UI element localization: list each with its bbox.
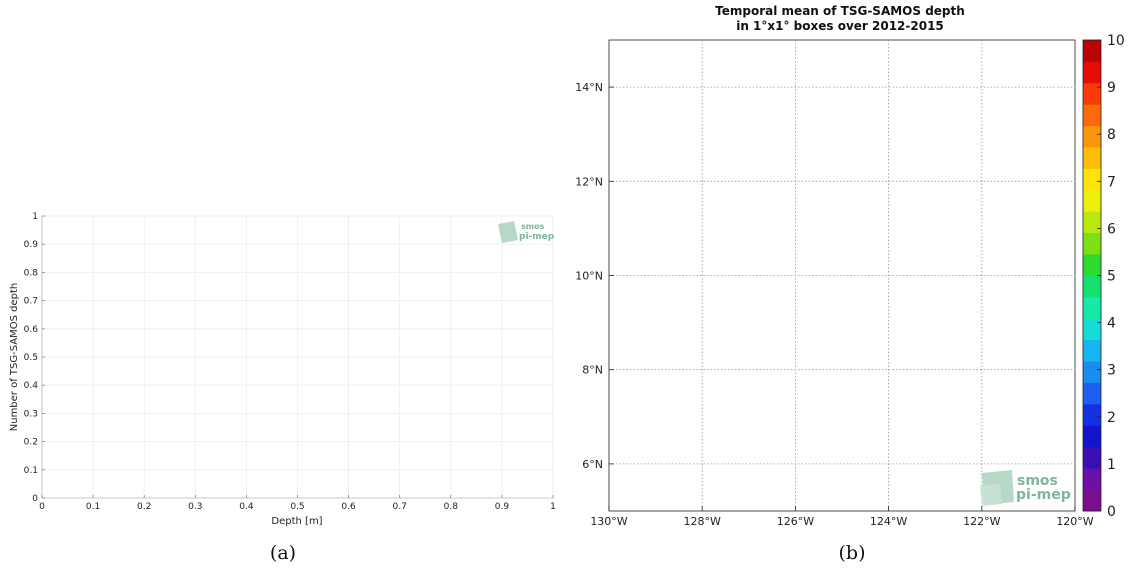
chart-b-xtick-label: 126°W	[777, 515, 814, 528]
colorbar-swatch	[1083, 318, 1101, 341]
chart-b-ticks: 130°W 128°W 126°W 124°W 122°W 120°W 6°N 8°N 10°N…	[575, 81, 1094, 528]
chart-a-logo: smos pi-mep	[498, 221, 555, 243]
chart-a-ytick-label: 0.1	[24, 466, 38, 476]
colorbar-swatch	[1083, 339, 1101, 362]
chart-b-subtitle: in 1°x1° boxes over 2012-2015	[736, 19, 944, 33]
chart-a-xtick-label: 0.4	[239, 502, 254, 512]
colorbar-swatch	[1083, 40, 1101, 62]
chart-a-xtick-label: 0.2	[137, 502, 151, 512]
chart-a-ytick-label: 0.8	[24, 268, 39, 278]
chart-a-xtick-label: 0.1	[86, 502, 100, 512]
chart-a-xtick-label: 0.5	[290, 502, 304, 512]
chart-a-logo-line2: pi-mep	[519, 232, 555, 242]
chart-b-title: Temporal mean of TSG-SAMOS depth	[715, 4, 965, 18]
chart-b-ytick-label: 10°N	[575, 270, 603, 283]
chart-a-ytick-label: 0	[32, 494, 38, 504]
chart-a-xtick-label: 0.9	[495, 502, 510, 512]
chart-b-xtick-label: 128°W	[684, 515, 721, 528]
chart-a-ytick-label: 0.4	[24, 381, 39, 391]
chart-a: 0 0.1 0.2 0.3 0.4 0.5 0.6 0.7 0.8 0.9 1 0 0.1 0.2 0.3 0…	[9, 212, 556, 527]
chart-b-xtick-label: 120°W	[1056, 515, 1093, 528]
colorbar-swatch	[1083, 104, 1101, 127]
chart-b-logo-line1: smos	[1017, 473, 1058, 489]
chart-b: Temporal mean of TSG-SAMOS depth in 1°x1…	[575, 4, 1125, 528]
colorbar-swatch	[1083, 125, 1101, 148]
chart-a-ytick-label: 0.2	[24, 438, 38, 448]
colorbar-tick-label: 9	[1107, 80, 1116, 96]
smos-logo-shade-b	[980, 484, 1002, 506]
chart-b-ytick-label: 12°N	[575, 175, 603, 188]
colorbar-swatch	[1083, 61, 1101, 84]
chart-a-xtick-label: 1	[550, 502, 556, 512]
colorbar-swatch	[1083, 489, 1101, 512]
colorbar-tick-label: 8	[1107, 127, 1116, 143]
chart-a-ytick-label: 0.3	[24, 409, 38, 419]
chart-a-ticks: 0 0.1 0.2 0.3 0.4 0.5 0.6 0.7 0.8 0.9 1 0 0.1 0.2 0.3 0…	[24, 212, 556, 512]
chart-b-xtick-label: 122°W	[963, 515, 1000, 528]
colorbar-swatch	[1083, 468, 1101, 490]
colorbar-tick-label: 6	[1107, 221, 1116, 237]
chart-a-ytick-label: 1	[32, 212, 38, 222]
smos-logo-icon	[498, 221, 518, 243]
colorbar-tick-label: 2	[1107, 410, 1116, 426]
chart-b-logo-line2: pi-mep	[1016, 487, 1071, 503]
chart-a-xlabel: Depth [m]	[271, 516, 322, 527]
colorbar-swatch	[1083, 147, 1101, 169]
chart-b-graticule	[609, 40, 1075, 511]
chart-b-xtick-label: 130°W	[590, 515, 627, 528]
chart-b-xtick-label: 124°W	[870, 515, 907, 528]
chart-a-ytick-label: 0.6	[24, 325, 39, 335]
chart-a-xtick-label: 0.3	[188, 502, 202, 512]
colorbar-swatch	[1083, 382, 1101, 405]
caption-a: (a)	[270, 542, 296, 564]
colorbar-tick-label: 0	[1107, 504, 1116, 520]
colorbar-tick-label: 4	[1107, 316, 1116, 332]
chart-b-ytick-label: 14°N	[575, 81, 603, 94]
colorbar-swatch	[1083, 275, 1101, 298]
chart-a-xtick-label: 0	[39, 502, 45, 512]
colorbar-swatch	[1083, 446, 1101, 469]
chart-a-ytick-label: 0.7	[24, 297, 38, 307]
chart-b-logo: smos pi-mep	[980, 470, 1071, 506]
chart-b-ytick-label: 8°N	[582, 364, 603, 377]
colorbar-tick-label: 3	[1107, 363, 1116, 379]
colorbar-swatch	[1083, 189, 1101, 212]
colorbar-swatch	[1083, 296, 1101, 319]
chart-b-colorbar: 0 1 2 3 4 5 6 7 8 9 10	[1082, 33, 1125, 520]
chart-a-ytick-label: 0.5	[24, 353, 38, 363]
colorbar-swatch	[1083, 425, 1101, 448]
chart-a-xtick-label: 0.8	[444, 502, 459, 512]
colorbar-swatch	[1083, 82, 1101, 105]
colorbar-tick-label: 10	[1107, 33, 1125, 49]
chart-b-ytick-label: 6°N	[582, 458, 603, 471]
caption-b: (b)	[839, 542, 866, 564]
colorbar-tick-label: 1	[1107, 457, 1116, 473]
colorbar-swatch	[1083, 254, 1101, 276]
colorbar-swatch	[1083, 403, 1101, 426]
chart-a-logo-line1: smos	[521, 222, 545, 231]
chart-a-ylabel: Number of TSG-SAMOS depth	[9, 283, 20, 432]
chart-a-xtick-label: 0.6	[341, 502, 356, 512]
colorbar-tick-label: 7	[1107, 174, 1116, 190]
colorbar-swatch	[1083, 211, 1101, 234]
colorbar-swatch	[1083, 168, 1101, 191]
colorbar-swatch	[1083, 232, 1101, 255]
colorbar-swatch	[1083, 361, 1101, 383]
colorbar-tick-label: 5	[1107, 269, 1116, 285]
chart-a-xtick-label: 0.7	[393, 502, 407, 512]
chart-a-ytick-label: 0.9	[24, 240, 39, 250]
